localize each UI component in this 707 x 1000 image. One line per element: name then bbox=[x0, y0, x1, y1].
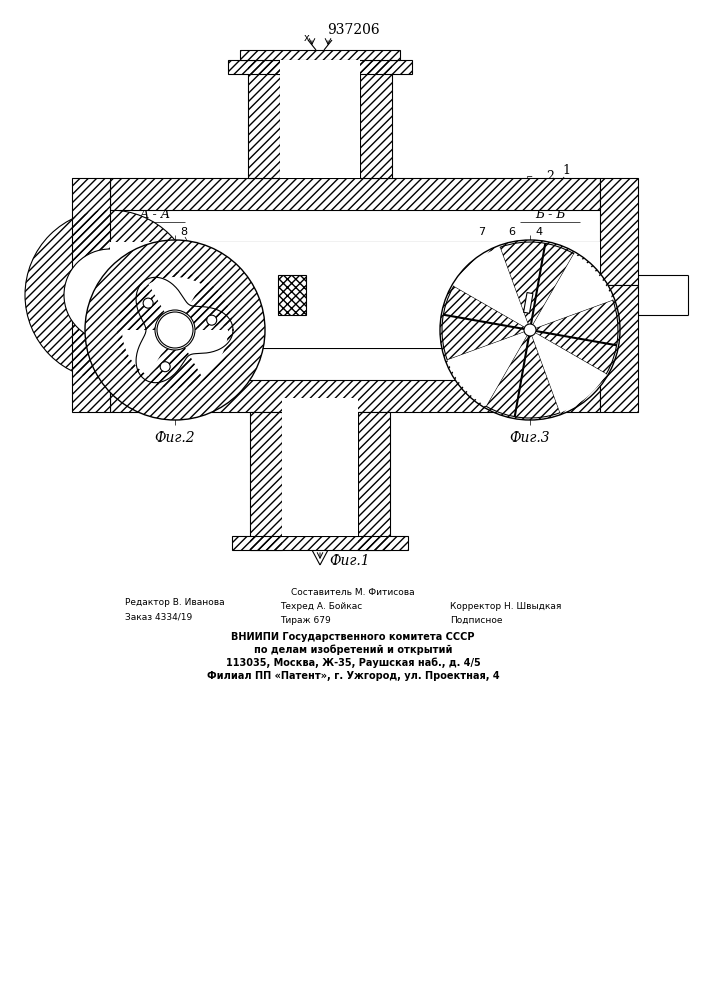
Bar bbox=[600, 285, 638, 412]
Text: 9: 9 bbox=[120, 227, 127, 237]
Text: 4: 4 bbox=[150, 227, 157, 237]
Bar bbox=[280, 60, 360, 178]
Bar bbox=[600, 178, 638, 285]
Text: 7: 7 bbox=[478, 227, 485, 237]
Bar bbox=[228, 60, 412, 74]
Text: А - А: А - А bbox=[139, 208, 170, 221]
Bar bbox=[72, 178, 110, 295]
Bar bbox=[248, 60, 280, 178]
Bar bbox=[282, 398, 358, 536]
Bar bbox=[160, 287, 174, 303]
Bar bbox=[72, 295, 110, 412]
Bar bbox=[232, 536, 408, 550]
Text: 7: 7 bbox=[100, 210, 108, 223]
Circle shape bbox=[142, 267, 198, 323]
Wedge shape bbox=[122, 330, 175, 376]
Wedge shape bbox=[448, 330, 530, 406]
Text: Фиг.3: Фиг.3 bbox=[510, 431, 550, 445]
Text: 6: 6 bbox=[508, 227, 515, 237]
Text: Б: Б bbox=[108, 336, 116, 346]
Wedge shape bbox=[442, 286, 530, 360]
Wedge shape bbox=[530, 330, 606, 413]
Text: Редактор В. Иванова: Редактор В. Иванова bbox=[125, 598, 225, 607]
Circle shape bbox=[25, 210, 195, 380]
Wedge shape bbox=[500, 242, 574, 330]
Text: Подписное: Подписное bbox=[450, 616, 503, 625]
Bar bbox=[248, 60, 280, 178]
Text: 5: 5 bbox=[526, 176, 534, 189]
Text: 2: 2 bbox=[546, 170, 554, 183]
Bar bbox=[240, 50, 400, 60]
Text: Филиал ПП «Патент», г. Ужгород, ул. Проектная, 4: Филиал ПП «Патент», г. Ужгород, ул. Прое… bbox=[206, 671, 499, 681]
Bar bbox=[72, 178, 110, 295]
Circle shape bbox=[143, 298, 153, 308]
Text: А: А bbox=[298, 195, 306, 205]
Text: 4: 4 bbox=[535, 227, 542, 237]
Bar bbox=[358, 412, 390, 550]
Text: Тираж 679: Тираж 679 bbox=[280, 616, 331, 625]
Bar bbox=[358, 412, 390, 550]
Bar bbox=[278, 275, 306, 315]
Bar bbox=[110, 178, 600, 210]
Wedge shape bbox=[175, 330, 228, 376]
Text: Б: Б bbox=[108, 244, 116, 254]
Circle shape bbox=[206, 315, 217, 325]
Text: 113035, Москва, Ж-35, Раушская наб., д. 4/5: 113035, Москва, Ж-35, Раушская наб., д. … bbox=[226, 658, 480, 668]
Text: Заказ 4334/19: Заказ 4334/19 bbox=[125, 612, 192, 621]
Text: 10: 10 bbox=[506, 182, 522, 195]
Bar bbox=[600, 178, 638, 285]
Text: ВНИИПИ Государственного комитета СССР: ВНИИПИ Государственного комитета СССР bbox=[231, 632, 474, 642]
Text: Б - Б: Б - Б bbox=[534, 208, 566, 221]
Text: по делам изобретений и открытий: по делам изобретений и открытий bbox=[254, 645, 452, 655]
Text: Фиг.1: Фиг.1 bbox=[329, 554, 370, 568]
Text: Техред А. Бойкас: Техред А. Бойкас bbox=[280, 602, 362, 611]
Bar bbox=[110, 178, 600, 210]
Text: Корректор Н. Швыдкая: Корректор Н. Швыдкая bbox=[450, 602, 561, 611]
Text: 937206: 937206 bbox=[327, 23, 380, 37]
Bar bbox=[250, 412, 282, 550]
Wedge shape bbox=[530, 300, 618, 374]
Bar bbox=[600, 285, 638, 412]
Circle shape bbox=[157, 312, 193, 348]
Circle shape bbox=[160, 362, 170, 372]
Bar bbox=[240, 50, 400, 60]
Wedge shape bbox=[486, 330, 560, 418]
Text: 4: 4 bbox=[238, 190, 246, 203]
Wedge shape bbox=[148, 277, 201, 330]
Bar bbox=[72, 295, 110, 412]
Text: Фиг.2: Фиг.2 bbox=[155, 431, 195, 445]
Bar bbox=[278, 275, 306, 315]
Circle shape bbox=[440, 240, 620, 420]
Bar bbox=[360, 60, 392, 178]
Circle shape bbox=[155, 310, 195, 350]
Bar bbox=[228, 60, 412, 74]
Circle shape bbox=[85, 240, 265, 420]
Text: x: x bbox=[304, 33, 310, 43]
Bar bbox=[250, 412, 282, 550]
Bar bbox=[110, 242, 600, 348]
Bar bbox=[360, 60, 392, 178]
Circle shape bbox=[125, 250, 215, 340]
Text: А: А bbox=[298, 385, 306, 395]
Text: 6: 6 bbox=[118, 210, 126, 223]
Text: 1: 1 bbox=[562, 164, 570, 177]
Circle shape bbox=[64, 249, 156, 341]
Text: 8: 8 bbox=[180, 227, 187, 237]
Bar bbox=[110, 380, 600, 412]
Text: Составитель М. Фитисова: Составитель М. Фитисова bbox=[291, 588, 415, 597]
Circle shape bbox=[524, 324, 536, 336]
Wedge shape bbox=[454, 247, 530, 330]
Bar bbox=[110, 380, 600, 412]
Bar bbox=[524, 293, 533, 313]
Wedge shape bbox=[530, 254, 613, 330]
Text: 3: 3 bbox=[258, 120, 266, 133]
Bar bbox=[232, 536, 408, 550]
